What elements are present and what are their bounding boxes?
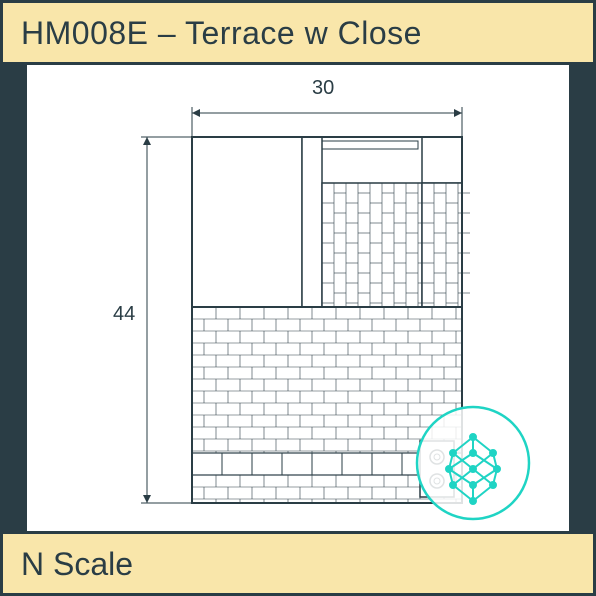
middle-section: 30 44 bbox=[3, 65, 593, 531]
page-container: HM008E – Terrace w Close 30 44 bbox=[0, 0, 596, 596]
product-title: HM008E – Terrace w Close bbox=[21, 15, 422, 51]
brand-logo-icon bbox=[413, 403, 533, 523]
side-stripe-left bbox=[3, 65, 27, 531]
footer-bar: N Scale bbox=[3, 531, 593, 593]
side-stripe-right bbox=[569, 65, 593, 531]
dimension-width-label: 30 bbox=[312, 77, 334, 100]
drawing-area: 30 44 bbox=[27, 65, 569, 531]
header-bar: HM008E – Terrace w Close bbox=[3, 3, 593, 65]
scale-label: N Scale bbox=[21, 546, 133, 582]
dimension-height-label: 44 bbox=[113, 303, 135, 326]
